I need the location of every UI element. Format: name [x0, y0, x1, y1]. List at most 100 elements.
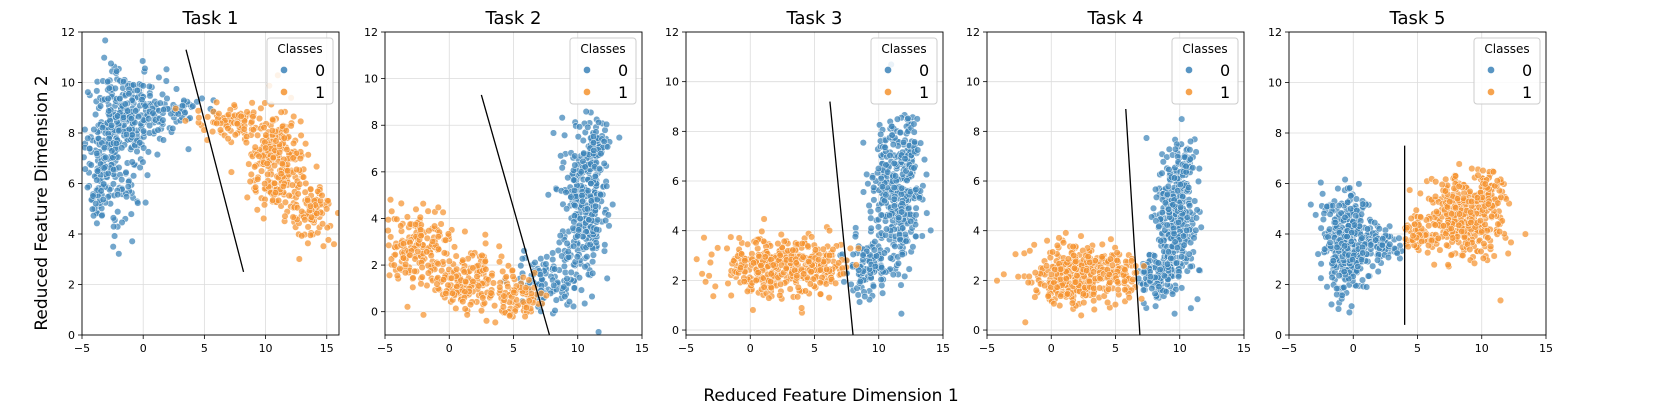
data-point-class-1 [1055, 234, 1063, 242]
data-point-class-0 [181, 109, 189, 117]
data-point-class-1 [1043, 237, 1051, 245]
data-point-class-1 [450, 243, 459, 251]
data-point-class-0 [906, 210, 914, 218]
data-point-class-0 [898, 250, 906, 259]
data-point-class-1 [825, 294, 833, 302]
data-point-class-1 [1090, 284, 1098, 292]
data-point-class-0 [100, 144, 108, 152]
data-point-class-1 [500, 292, 508, 300]
data-point-class-0 [856, 298, 864, 306]
data-point-class-1 [1064, 255, 1072, 263]
data-point-class-1 [1111, 301, 1119, 309]
data-point-class-0 [1379, 235, 1387, 243]
data-point-class-1 [253, 206, 261, 214]
data-point-class-1 [1011, 250, 1020, 258]
data-point-class-1 [1026, 247, 1034, 255]
data-point-class-0 [184, 145, 193, 153]
data-point-class-1 [825, 227, 834, 235]
data-point-class-0 [1317, 179, 1325, 187]
data-point-class-0 [1186, 146, 1194, 154]
data-point-class-1 [302, 179, 310, 187]
data-point-class-1 [1418, 237, 1426, 245]
data-point-class-1 [814, 256, 823, 264]
series-class-1 [1401, 160, 1529, 304]
data-point-class-0 [99, 196, 107, 204]
y-tick-label: 4 [371, 212, 378, 225]
data-point-class-0 [854, 291, 862, 299]
data-point-class-0 [517, 262, 525, 270]
data-point-class-1 [318, 191, 326, 199]
x-tick-label: 15 [936, 342, 950, 355]
legend-box [266, 37, 334, 105]
data-point-class-1 [445, 257, 453, 265]
data-point-class-0 [1326, 239, 1334, 247]
data-point-class-0 [859, 139, 867, 147]
data-point-class-1 [1063, 290, 1072, 298]
data-point-class-0 [571, 161, 579, 169]
data-point-class-0 [563, 239, 571, 247]
data-point-class-0 [93, 176, 101, 184]
data-point-class-0 [1378, 241, 1386, 249]
legend-label-class-1: 1 [315, 83, 325, 102]
data-point-class-1 [1466, 245, 1474, 253]
data-point-class-0 [882, 191, 890, 199]
data-point-class-1 [499, 267, 507, 275]
data-point-class-0 [115, 250, 123, 258]
legend-marker-class-1 [1185, 88, 1193, 96]
data-point-class-1 [453, 265, 461, 273]
data-point-class-1 [800, 270, 808, 278]
data-point-class-1 [1053, 241, 1061, 250]
data-point-class-1 [1479, 167, 1487, 175]
data-point-class-0 [543, 253, 551, 261]
data-point-class-1 [409, 283, 417, 291]
data-point-class-1 [461, 227, 469, 236]
data-point-class-0 [1192, 226, 1200, 234]
data-point-class-0 [134, 199, 142, 207]
data-point-class-1 [240, 125, 248, 133]
data-point-class-1 [1051, 265, 1059, 274]
x-tick-label: 10 [1173, 342, 1187, 355]
data-point-class-0 [1167, 254, 1175, 262]
data-point-class-0 [592, 202, 600, 210]
data-point-class-0 [1140, 286, 1148, 294]
data-point-class-1 [460, 268, 468, 276]
legend-title: Classes [277, 42, 322, 56]
data-point-class-0 [1341, 242, 1349, 250]
legend-label-class-0: 0 [919, 61, 929, 80]
data-point-class-0 [902, 237, 910, 245]
data-point-class-1 [1090, 297, 1098, 305]
data-point-class-1 [224, 135, 232, 143]
data-point-class-0 [82, 165, 89, 173]
scatter-points [993, 115, 1205, 326]
data-point-class-0 [1372, 236, 1380, 244]
data-point-class-1 [412, 205, 420, 213]
data-point-class-1 [453, 282, 461, 291]
data-point-class-1 [425, 227, 433, 235]
data-point-class-1 [804, 242, 812, 250]
data-point-class-0 [1197, 223, 1205, 231]
data-point-class-0 [583, 205, 591, 213]
data-point-class-0 [867, 214, 875, 222]
y-tick-label: 8 [973, 125, 980, 138]
data-point-class-1 [1105, 271, 1113, 279]
data-point-class-1 [1455, 221, 1463, 229]
plot-frame [685, 31, 944, 336]
data-point-class-0 [556, 232, 564, 240]
data-point-class-1 [304, 239, 312, 247]
plot-frame [384, 31, 643, 336]
data-point-class-0 [869, 282, 878, 290]
data-point-class-1 [242, 139, 250, 147]
data-point-class-0 [877, 276, 885, 284]
data-point-class-1 [1436, 246, 1444, 254]
data-point-class-1 [750, 259, 758, 267]
series-class-1 [693, 215, 863, 317]
data-point-class-0 [119, 77, 128, 86]
data-point-class-1 [324, 236, 332, 244]
data-point-class-1 [1468, 165, 1476, 173]
data-point-class-1 [832, 279, 840, 287]
data-point-class-1 [766, 278, 775, 286]
data-point-class-1 [1098, 253, 1106, 261]
data-point-class-0 [1157, 237, 1165, 245]
data-point-class-1 [1481, 180, 1489, 188]
data-point-class-0 [1163, 221, 1171, 229]
